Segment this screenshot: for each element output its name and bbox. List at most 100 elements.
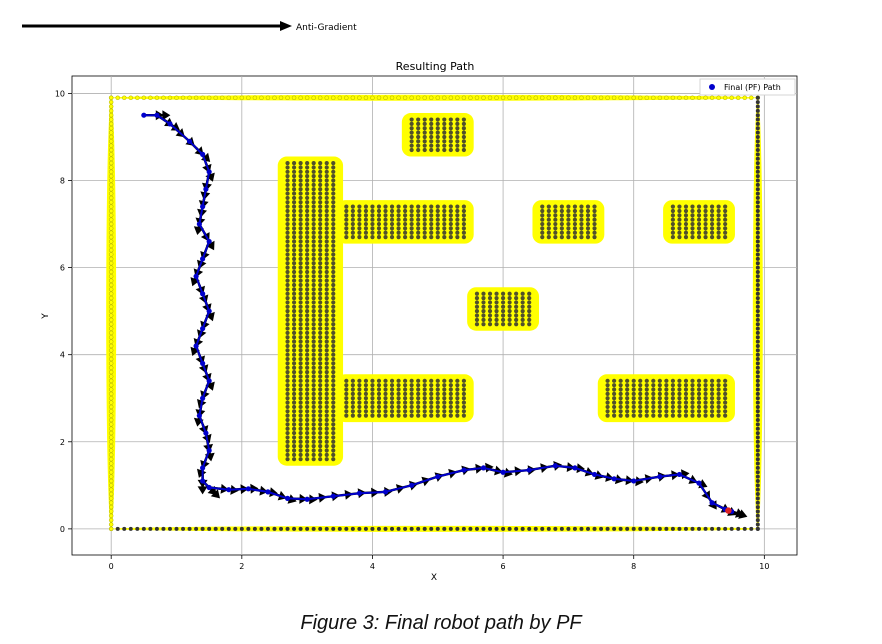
path-point [206,308,212,314]
obstacle-point [696,404,702,410]
obstacle-point [638,404,643,410]
boundary-point [755,278,760,283]
obstacle-point [318,169,323,174]
obstacle-point [305,457,310,462]
boundary-point [233,526,238,531]
obstacle-point [396,230,401,235]
boundary-point [755,113,760,118]
path-point [526,467,532,473]
boundary-point [108,504,114,510]
obstacle-point [644,378,649,383]
boundary-point [108,99,114,105]
obstacle-point [350,213,355,218]
obstacle-point [298,217,303,222]
boundary-point [324,526,329,531]
obstacle-point [285,278,290,283]
obstacle-point [291,409,297,414]
boundary-point [481,95,486,100]
boundary-point [298,526,303,531]
obstacle-point [350,208,355,214]
obstacle-point [305,409,310,414]
obstacle-point [298,200,303,205]
obstacle-point [585,226,591,231]
obstacle-point [416,126,421,131]
obstacle-point [455,217,460,222]
obstacle-point [696,204,702,209]
boundary-point [108,326,114,331]
obstacle-point [448,217,453,222]
boundary-point [755,322,760,327]
obstacle-point [318,282,323,288]
obstacle-point [709,204,715,209]
obstacle-point [318,391,323,396]
obstacle-point [324,235,329,240]
boundary-point [755,269,760,274]
boundary-point [363,526,368,531]
obstacle-point [631,391,636,396]
boundary-point [716,526,721,531]
obstacle-point [285,378,290,383]
boundary-point [108,139,114,144]
obstacle-point [579,217,584,222]
boundary-point [755,509,760,514]
obstacle-point [370,204,375,209]
obstacle-point [331,160,336,166]
obstacle-point [311,252,316,257]
boundary-point [115,95,120,100]
obstacle-point [298,413,303,418]
obstacle-point [709,396,715,401]
obstacle-point [683,378,689,383]
obstacle-point [318,200,323,205]
boundary-point [108,208,114,214]
obstacle-point [331,365,336,370]
obstacle-point [448,139,453,144]
obstacle-point [670,213,676,218]
boundary-point [755,213,760,218]
obstacle-point [546,230,551,235]
obstacle-point [416,387,421,392]
path-point [500,469,506,475]
obstacle-point [448,413,453,418]
obstacle-point [605,413,610,418]
boundary-point [108,104,114,109]
obstacle-point [305,430,310,436]
path-point [480,465,487,471]
obstacle-point [520,291,525,296]
obstacle-point [285,182,290,187]
obstacle-point [723,413,728,418]
boundary-point [259,95,264,100]
obstacle-point [298,178,303,183]
obstacle-point [298,326,303,331]
obstacle-point [448,235,453,240]
obstacle-point [291,278,297,283]
obstacle-point [298,265,303,270]
obstacle-point [298,195,303,201]
obstacle-point [363,221,369,227]
obstacle-point [285,452,290,457]
obstacle-point [409,117,414,122]
obstacle-point [324,213,329,218]
boundary-point [108,517,114,523]
obstacle-point [429,409,434,414]
obstacle-point [559,208,564,214]
obstacle-point [318,383,323,388]
obstacle-point [298,352,303,357]
boundary-point [755,396,760,401]
obstacle-point [409,130,414,135]
boundary-point [553,95,558,100]
obstacle-point [324,178,329,183]
obstacle-point [703,413,708,418]
boundary-point [755,152,760,157]
boundary-point [755,457,760,462]
x-tick-label: 6 [501,562,506,571]
obstacle-point [540,217,545,222]
obstacle-point [305,221,310,227]
obstacle-point [435,378,440,383]
boundary-point [108,243,114,249]
obstacle-point [324,221,329,227]
obstacle-point [585,208,591,214]
obstacle-point [311,160,316,166]
obstacle-point [291,430,297,436]
obstacle-point [442,404,447,410]
obstacle-point [723,378,728,383]
